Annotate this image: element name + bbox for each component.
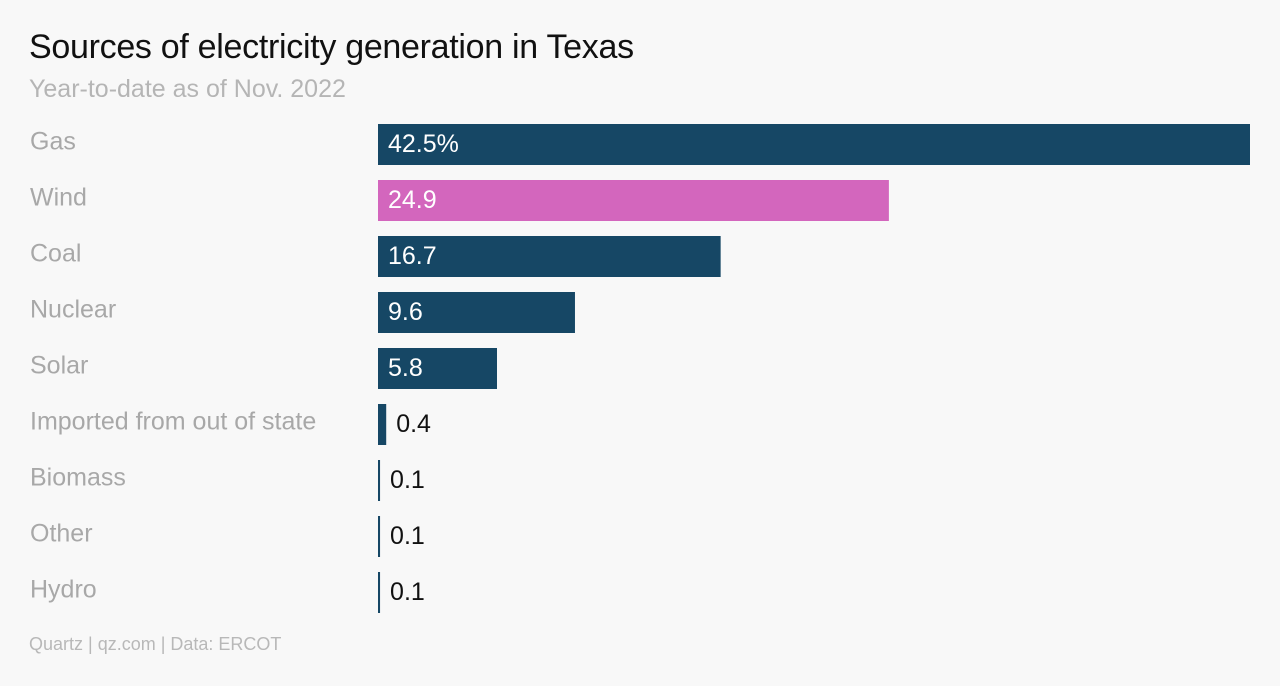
value-label-biomass: 0.1: [390, 466, 425, 494]
value-label-solar: 5.8: [388, 354, 423, 382]
category-label-gas: Gas: [30, 128, 76, 156]
bar-wind: [378, 180, 889, 221]
category-label-other: Other: [30, 520, 93, 548]
value-label-hydro: 0.1: [390, 578, 425, 606]
value-label-other: 0.1: [390, 522, 425, 550]
bar-nuclear: [378, 292, 575, 333]
bar-solar: [378, 348, 498, 389]
category-label-biomass: Biomass: [30, 464, 126, 492]
category-label-nuclear: Nuclear: [30, 296, 116, 324]
value-label-nuclear: 9.6: [388, 298, 423, 326]
category-label-hydro: Hydro: [30, 576, 97, 604]
value-label-gas: 42.5%: [388, 130, 459, 158]
category-label-imported-from-out-of-state: Imported from out of state: [30, 408, 316, 436]
chart-title: Sources of electricity generation in Tex…: [29, 28, 634, 66]
bar-imported-from-out-of-state: [378, 404, 387, 445]
bar-hydro: [378, 572, 381, 613]
category-label-coal: Coal: [30, 240, 81, 268]
value-label-imported-from-out-of-state: 0.4: [396, 410, 431, 438]
chart-subtitle: Year-to-date as of Nov. 2022: [29, 75, 346, 103]
category-label-wind: Wind: [30, 184, 87, 212]
bar-coal: [378, 236, 721, 277]
value-label-wind: 24.9: [388, 186, 437, 214]
bar-other: [378, 516, 381, 557]
bar-gas: [378, 124, 1250, 165]
category-label-solar: Solar: [30, 352, 88, 380]
bar-biomass: [378, 460, 381, 501]
source-credit: Quartz | qz.com | Data: ERCOT: [29, 634, 282, 654]
value-label-coal: 16.7: [388, 242, 437, 270]
